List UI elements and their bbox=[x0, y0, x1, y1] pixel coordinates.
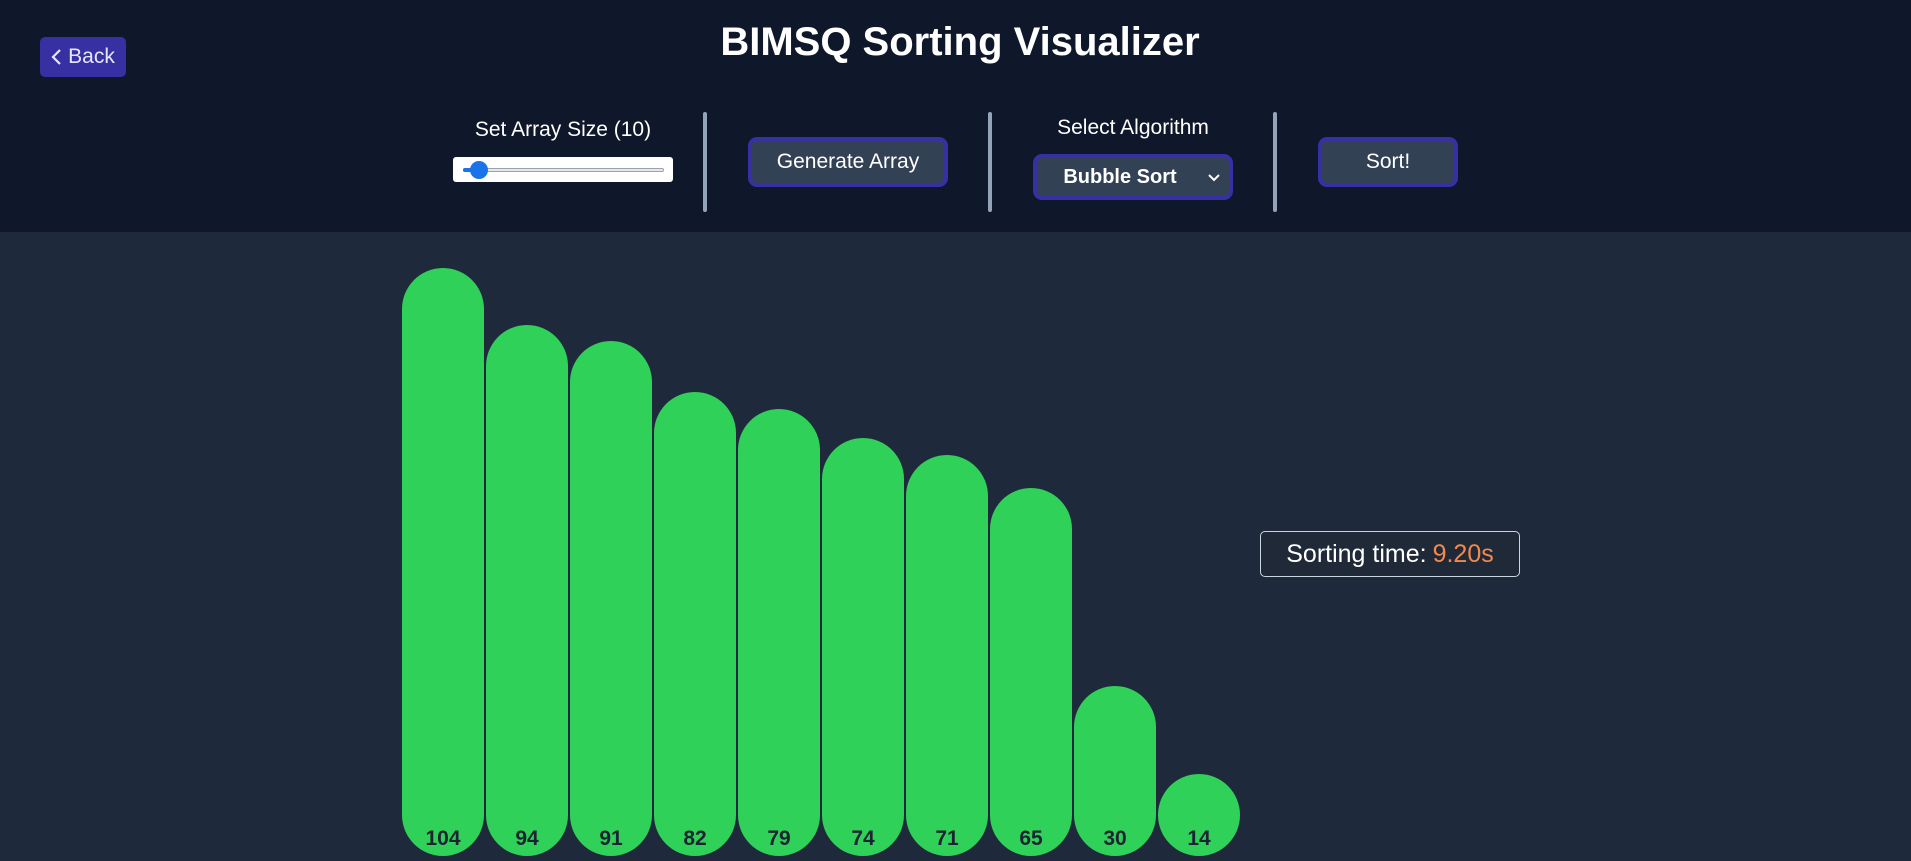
bar-value-label: 74 bbox=[851, 827, 875, 850]
slider-track bbox=[463, 168, 664, 172]
bar-value-label: 94 bbox=[515, 827, 539, 850]
bar-value-label: 71 bbox=[935, 827, 959, 850]
bar bbox=[1074, 686, 1156, 856]
algorithm-select[interactable]: Bubble Sort bbox=[1033, 154, 1233, 200]
chevron-down-icon bbox=[1199, 173, 1229, 182]
bar bbox=[990, 488, 1072, 856]
divider bbox=[988, 112, 992, 212]
back-button[interactable]: Back bbox=[40, 37, 126, 77]
array-size-slider[interactable] bbox=[453, 157, 673, 182]
bar bbox=[906, 455, 988, 856]
bar-value-label: 14 bbox=[1187, 827, 1211, 850]
sorting-time-box: Sorting time: 9.20s bbox=[1260, 531, 1520, 577]
array-size-label: Set Array Size (10) bbox=[474, 118, 652, 141]
bar bbox=[486, 325, 568, 856]
chevron-left-icon bbox=[51, 49, 61, 65]
bar bbox=[654, 392, 736, 856]
algorithm-selected-value: Bubble Sort bbox=[1063, 165, 1177, 188]
bar-value-label: 104 bbox=[425, 827, 461, 850]
bar-value-label: 82 bbox=[683, 827, 707, 850]
algorithm-label: Select Algorithm bbox=[1057, 116, 1209, 139]
bar-value-label: 79 bbox=[767, 827, 791, 850]
divider bbox=[703, 112, 707, 212]
slider-thumb[interactable] bbox=[470, 161, 489, 179]
sorting-time-label: Sorting time: bbox=[1286, 539, 1427, 568]
sorting-time-value: 9.20s bbox=[1432, 539, 1494, 568]
bar bbox=[402, 268, 484, 856]
header-bar: Back BIMSQ Sorting Visualizer Set Array … bbox=[0, 0, 1911, 232]
bar-value-label: 91 bbox=[599, 827, 623, 850]
bar-value-label: 65 bbox=[1019, 827, 1043, 850]
bar-chart: 104 94 91 82 79 74 71 65 30 14 bbox=[0, 232, 1911, 861]
bar bbox=[570, 341, 652, 856]
bar bbox=[1158, 774, 1240, 856]
bar-value-label: 30 bbox=[1103, 827, 1127, 850]
back-label: Back bbox=[68, 45, 115, 68]
divider bbox=[1273, 112, 1277, 212]
bar bbox=[738, 409, 820, 856]
bar bbox=[822, 438, 904, 856]
sort-button[interactable]: Sort! bbox=[1318, 137, 1458, 187]
generate-array-button[interactable]: Generate Array bbox=[748, 137, 948, 187]
page-title: BIMSQ Sorting Visualizer bbox=[720, 20, 1200, 64]
